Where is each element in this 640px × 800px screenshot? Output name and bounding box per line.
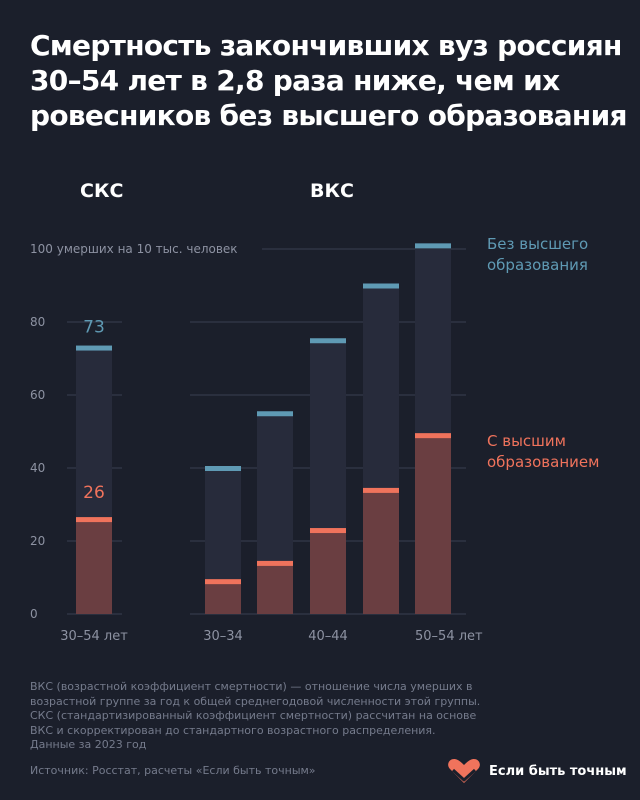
gridline-label: 100 умерших на 10 тыс. человек <box>30 242 238 256</box>
bar-with-higher-top-sks <box>76 517 112 523</box>
legend-without-higher-education: Без высшего образования <box>487 235 589 274</box>
bar-without-higher-top-vks-1 <box>257 411 293 417</box>
brand-name: Если быть точным <box>489 763 627 779</box>
legend-with-higher-education: С высшим образованием <box>487 432 600 471</box>
bar-with-higher-sks <box>76 519 112 614</box>
footnote-vks: ВКС (возрастной коэффициент смертности) … <box>30 680 481 708</box>
source-note: Источник: Росстат, расчеты «Если быть то… <box>30 764 316 777</box>
y-tick-label: 80 <box>30 315 45 329</box>
bar-without-higher-top-vks-2 <box>310 338 346 344</box>
bar-with-higher-vks-4 <box>415 435 451 614</box>
bar-with-higher-top-vks-2 <box>310 528 346 534</box>
bar-without-higher-top-vks-0 <box>205 466 241 471</box>
x-tick-label: 40–44 <box>308 629 348 644</box>
bar-with-higher-vks-1 <box>257 562 293 614</box>
page-title: Смертность закончивших вуз россиян 30–54… <box>30 29 627 132</box>
bar-with-higher-top-vks-4 <box>415 433 451 439</box>
y-tick-label: 0 <box>30 607 38 621</box>
footnote-year: Данные за 2023 год <box>30 738 147 751</box>
y-tick-label: 20 <box>30 534 45 548</box>
bar-with-higher-vks-2 <box>310 530 346 614</box>
x-tick-label: 30–34 <box>203 629 243 644</box>
bar-without-higher-top-vks-4 <box>415 243 451 249</box>
brand[interactable]: Если быть точным <box>447 755 627 787</box>
bar-with-higher-top-vks-1 <box>257 560 293 566</box>
footnote-sks: СКС (стандартизированный коэффициент сме… <box>30 709 477 737</box>
bar-with-higher-vks-3 <box>363 489 399 614</box>
data-label-with-higher-sks: 26 <box>83 483 105 503</box>
group-label-vks: ВКС <box>310 180 354 202</box>
bar-with-higher-top-vks-3 <box>363 487 399 493</box>
y-tick-label: 40 <box>30 461 45 475</box>
footnotes: ВКС (возрастной коэффициент смертности) … <box>30 680 500 753</box>
x-tick-label: 30–54 лет <box>60 629 128 644</box>
logo-heart-icon <box>448 759 480 783</box>
mortality-chart: 0 20 40 60 80 100 умерших на 10 тыс. человек 7… <box>30 242 483 644</box>
bar-without-higher-top-vks-3 <box>363 283 399 289</box>
bar-without-higher-top-sks <box>76 345 112 351</box>
x-tick-label: 50–54 лет <box>415 629 483 644</box>
y-tick-label: 60 <box>30 388 45 402</box>
group-label-sks: СКС <box>80 180 124 202</box>
data-label-without-higher-sks: 73 <box>83 318 105 338</box>
bar-with-higher-vks-0 <box>205 581 241 614</box>
bar-with-higher-top-vks-0 <box>205 579 241 585</box>
